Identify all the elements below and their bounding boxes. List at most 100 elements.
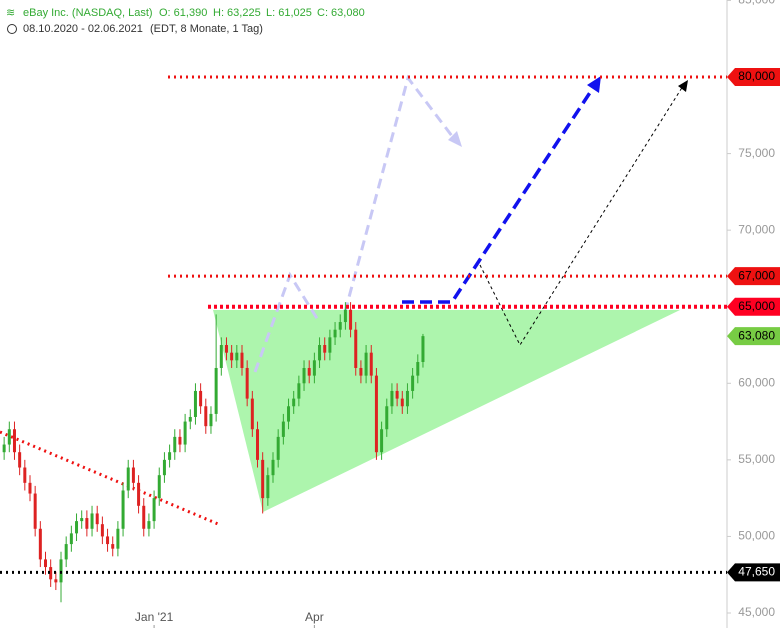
title: eBay Inc. (NASDAQ, Last) xyxy=(23,7,153,19)
candle-body xyxy=(318,345,322,361)
candle-body xyxy=(38,528,42,560)
candle-body xyxy=(59,559,63,583)
arrow-head xyxy=(678,80,688,92)
projection xyxy=(402,84,597,304)
candle-body xyxy=(235,352,239,361)
price-tag xyxy=(727,68,780,87)
candle-body xyxy=(131,467,135,483)
candle-body xyxy=(199,390,203,407)
candle-body xyxy=(302,367,306,384)
candle-body xyxy=(54,579,58,583)
candle-body xyxy=(385,406,389,430)
candle-body xyxy=(312,360,316,376)
price-tag xyxy=(727,267,780,286)
candle-body xyxy=(276,436,280,460)
candle-body xyxy=(380,429,384,453)
candle-body xyxy=(183,421,187,445)
candle-body xyxy=(162,459,166,476)
candle-body xyxy=(152,498,156,522)
price-tag xyxy=(727,327,780,346)
candle-body xyxy=(7,429,11,445)
candle-body xyxy=(292,398,296,407)
candle-body xyxy=(349,309,353,330)
candle-body xyxy=(323,345,327,353)
candle-body xyxy=(364,352,368,376)
y-tick-label: 45,000 xyxy=(738,605,775,619)
candle-body xyxy=(271,459,275,476)
candle-body xyxy=(157,475,161,499)
candle-body xyxy=(147,521,151,529)
y-tick-label: 70,000 xyxy=(738,222,775,236)
candle-body xyxy=(256,429,260,460)
candle-body xyxy=(390,390,394,407)
arrow-head xyxy=(448,131,462,147)
candle-body xyxy=(266,475,270,499)
arrow-head xyxy=(587,76,601,93)
candle-body xyxy=(245,367,249,399)
candle-body xyxy=(369,352,373,376)
candle-body xyxy=(214,367,218,414)
candle-body xyxy=(116,528,120,549)
candle-body xyxy=(297,383,301,399)
price-tag xyxy=(727,297,780,316)
y-tick-label: 60,000 xyxy=(738,375,775,389)
candle-body xyxy=(44,559,48,568)
candle-body xyxy=(374,375,378,453)
candle-body xyxy=(64,544,68,560)
candle-body xyxy=(307,367,311,376)
candle-body xyxy=(281,421,285,437)
candle-body xyxy=(75,521,79,534)
candle-body xyxy=(178,436,182,445)
date-range: 08.10.2020 - 02.06.2021 xyxy=(23,23,143,35)
candle-body xyxy=(416,362,420,376)
candle-body xyxy=(23,467,27,483)
ohlc: O: 61,390 xyxy=(159,7,207,19)
price-tag-label: 80,000 xyxy=(738,69,775,83)
candle-body xyxy=(400,398,404,407)
candle-body xyxy=(354,329,358,368)
ohlc: C: 63,080 xyxy=(317,7,365,19)
candle-body xyxy=(421,336,425,363)
candle-body xyxy=(224,345,228,353)
candle-body xyxy=(230,352,234,361)
candle-body xyxy=(173,436,177,453)
ohlc: H: 63,225 xyxy=(213,7,261,19)
candle-body xyxy=(395,390,399,399)
candle-body xyxy=(80,518,84,522)
candle-body xyxy=(106,536,110,545)
candle-body xyxy=(219,345,223,368)
candle-body xyxy=(287,406,291,422)
candle-body xyxy=(193,390,197,417)
candle-body xyxy=(261,459,265,499)
y-tick-label: 75,000 xyxy=(738,146,775,160)
candle-body xyxy=(338,322,342,330)
price-tag-label: 65,000 xyxy=(738,299,775,313)
x-tick-label: Jan '21 xyxy=(135,610,174,624)
clock-icon xyxy=(7,24,17,34)
y-tick-label: 50,000 xyxy=(738,529,775,543)
candle-body xyxy=(95,513,99,525)
candle-body xyxy=(209,413,213,427)
candle-body xyxy=(333,329,337,338)
candle-body xyxy=(343,309,347,323)
candle-body xyxy=(33,493,37,529)
candle-body xyxy=(359,367,363,376)
candle-body xyxy=(411,375,415,391)
candle-body xyxy=(85,518,89,529)
chart-icon: ≋ xyxy=(6,7,15,19)
price-tag xyxy=(727,563,780,582)
price-tag-label: 63,080 xyxy=(738,328,775,342)
price-tag-label: 67,000 xyxy=(738,268,775,282)
y-tick-label: 55,000 xyxy=(738,452,775,466)
candle-body xyxy=(328,337,332,353)
candle-body xyxy=(240,352,244,368)
candle-body xyxy=(49,567,53,580)
y-tick-label: 85,000 xyxy=(738,0,775,7)
candle-body xyxy=(188,416,192,422)
candle-body xyxy=(204,406,208,427)
candle-body xyxy=(126,467,130,491)
candle-body xyxy=(111,544,115,549)
candle-body xyxy=(100,524,104,537)
